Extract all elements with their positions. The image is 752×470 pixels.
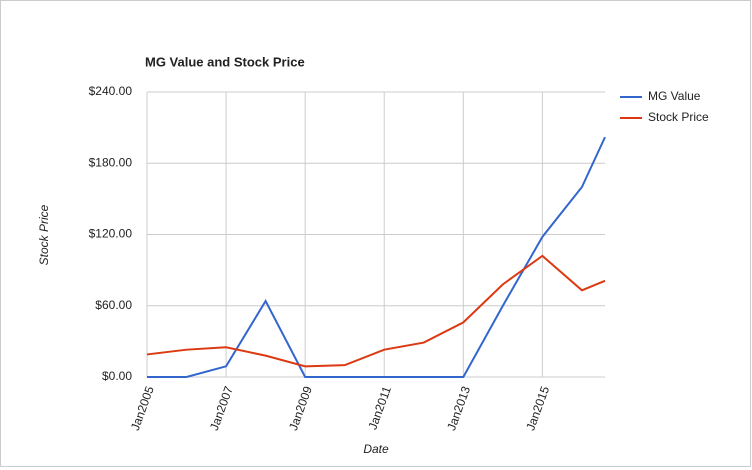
y-axis-title: Stock Price — [37, 204, 51, 265]
x-axis-title: Date — [363, 442, 389, 456]
y-tick-label: $240.00 — [89, 84, 133, 98]
y-tick-label: $60.00 — [95, 298, 132, 312]
y-tick-label: $0.00 — [102, 369, 132, 383]
legend-label: Stock Price — [648, 110, 709, 124]
chart-title: MG Value and Stock Price — [145, 54, 305, 69]
series-line — [147, 136, 606, 378]
series-line — [146, 254, 606, 368]
y-tick-label: $120.00 — [89, 227, 133, 241]
legend-label: MG Value — [648, 89, 701, 103]
y-tick-label: $180.00 — [89, 155, 133, 169]
